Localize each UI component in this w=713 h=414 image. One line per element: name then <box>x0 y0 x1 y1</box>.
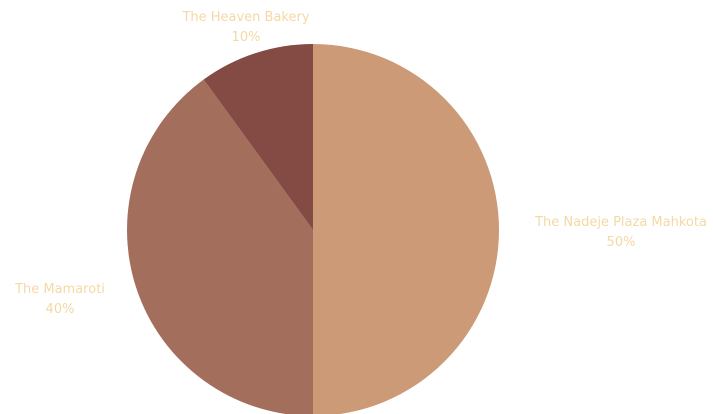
slice-value-label-the-nadeje-plaza-mahkota: 50% <box>607 235 636 250</box>
slice-labels: The Nadeje Plaza Mahkota 50% The Mamaroti 4… <box>14 10 707 317</box>
slice-label-the-mamaroti: The Mamaroti <box>14 282 105 297</box>
pie-slice-the-nadeje-plaza-mahkota <box>313 44 499 414</box>
pie-slice-the-mamaroti <box>127 79 313 414</box>
slice-label-the-heaven-bakery: The Heaven Bakery <box>181 10 309 25</box>
pie-slice-the-heaven-bakery <box>203 43 313 230</box>
slice-value-label-the-mamaroti: 40% <box>46 302 75 317</box>
pie-slices <box>127 43 499 414</box>
slice-value-label-the-heaven-bakery: 10% <box>232 30 261 45</box>
slice-label-the-nadeje-plaza-mahkota: The Nadeje Plaza Mahkota <box>534 215 707 230</box>
